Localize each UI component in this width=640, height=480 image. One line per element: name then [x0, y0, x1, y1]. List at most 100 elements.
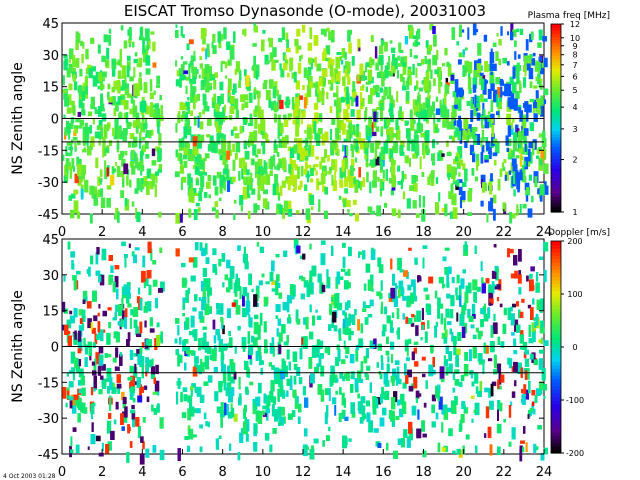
y-tick-label: 0: [51, 113, 59, 128]
echo-cell: [529, 122, 534, 132]
echo-cell: [310, 59, 313, 70]
echo-cell: [73, 308, 78, 318]
echo-cell: [388, 86, 392, 99]
echo-cell: [265, 60, 270, 64]
echo-cell: [107, 307, 112, 311]
echo-cell: [357, 74, 360, 82]
echo-cell: [238, 171, 241, 181]
echo-cell: [133, 58, 138, 64]
echo-cell: [255, 396, 261, 407]
colorbar-segment: [551, 329, 561, 334]
echo-cell: [71, 367, 74, 373]
echo-cell: [112, 317, 116, 321]
echo-cell: [319, 161, 322, 170]
echo-cell: [400, 56, 405, 64]
echo-cell: [530, 266, 535, 272]
echo-cell: [351, 158, 355, 167]
echo-cell: [159, 95, 162, 101]
echo-cell: [432, 139, 436, 149]
echo-cell: [198, 74, 201, 79]
echo-cell: [253, 402, 258, 410]
echo-cell: [196, 93, 200, 101]
echo-cell: [455, 295, 460, 301]
echo-cell: [253, 294, 258, 307]
echo-cell: [145, 55, 151, 66]
echo-cell: [428, 364, 434, 377]
colorbar-segment: [551, 86, 561, 91]
y-tick-label: 45: [42, 17, 59, 32]
echo-cell: [234, 153, 238, 160]
echo-cell: [320, 253, 326, 266]
echo-cell: [289, 284, 294, 297]
echo-cell: [204, 64, 210, 74]
echo-cell: [109, 377, 113, 391]
echo-cell: [475, 160, 480, 167]
echo-cell: [365, 374, 369, 380]
echo-cell: [136, 377, 141, 388]
echo-cell: [175, 24, 178, 28]
echo-cell: [133, 120, 137, 128]
echo-cell: [296, 28, 301, 37]
x-tick-label: 6: [178, 465, 186, 480]
echo-cell: [256, 242, 260, 247]
echo-cell: [100, 127, 104, 140]
echo-cell: [219, 81, 224, 91]
echo-cell: [428, 276, 434, 284]
echo-cell: [507, 148, 512, 153]
echo-cell: [421, 209, 426, 222]
echo-cell: [336, 52, 342, 56]
echo-cell: [309, 81, 313, 89]
echo-cell: [392, 160, 396, 165]
echo-cell: [108, 276, 112, 285]
colorbar-segment: [551, 199, 561, 204]
echo-cell: [476, 63, 482, 73]
echo-cell: [518, 249, 522, 262]
echo-cell: [296, 318, 301, 325]
echo-cell: [359, 92, 363, 103]
echo-cell: [243, 421, 248, 435]
echo-cell: [286, 378, 291, 386]
echo-cell: [342, 242, 346, 248]
echo-cell: [515, 155, 520, 159]
echo-cell: [117, 321, 122, 326]
echo-cell: [145, 154, 150, 159]
echo-cell: [270, 380, 275, 392]
echo-cell: [412, 35, 417, 40]
echo-cell: [380, 110, 383, 122]
echo-cell: [205, 79, 210, 93]
colorbar-segment: [551, 55, 561, 60]
colorbar-segment: [551, 315, 561, 320]
echo-cell: [403, 56, 408, 68]
colorbar-segment: [551, 262, 561, 267]
echo-cell: [452, 387, 456, 393]
echo-cell: [202, 172, 207, 176]
echo-cell: [443, 355, 446, 366]
echo-cell: [397, 55, 400, 61]
echo-cell: [402, 313, 405, 320]
echo-cell: [183, 394, 188, 402]
echo-cell: [299, 347, 303, 360]
echo-cell: [380, 59, 383, 71]
echo-cell: [127, 332, 131, 341]
echo-cell: [183, 147, 188, 155]
echo-cell: [241, 157, 246, 163]
echo-cell: [453, 158, 457, 165]
echo-cell: [215, 103, 220, 112]
echo-cell: [72, 55, 76, 67]
echo-cell: [268, 79, 274, 89]
echo-cell: [336, 97, 341, 110]
echo-cell: [516, 324, 521, 333]
echo-cell: [491, 281, 495, 294]
echo-cell: [308, 145, 314, 154]
echo-cell: [521, 121, 526, 126]
echo-cell: [136, 349, 141, 357]
echo-cell: [401, 401, 407, 415]
echo-cell: [193, 50, 196, 56]
echo-cell: [338, 328, 341, 340]
echo-cell: [106, 167, 109, 177]
echo-cell: [270, 157, 273, 170]
echo-cell: [499, 168, 503, 177]
echo-cell: [513, 189, 516, 197]
echo-cell: [420, 132, 425, 138]
echo-cell: [333, 298, 338, 309]
